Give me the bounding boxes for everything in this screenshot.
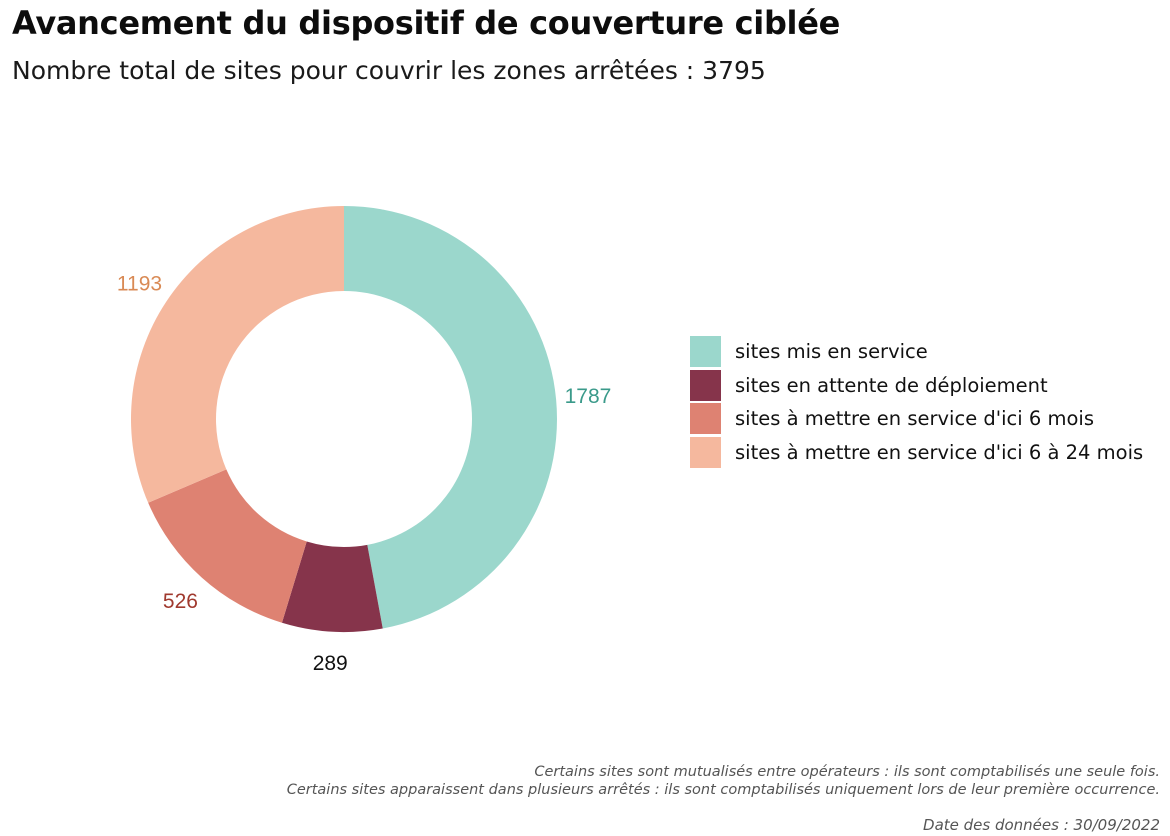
slice-value-label: 1787: [565, 385, 612, 408]
slice-value-label: 289: [313, 652, 348, 675]
legend-label: sites en attente de déploiement: [735, 373, 1048, 397]
legend-item: sites à mettre en service d'ici 6 à 24 m…: [690, 436, 1143, 470]
legend-swatch: [690, 369, 721, 401]
donut-slice-4: [130, 206, 344, 503]
legend-item: sites à mettre en service d'ici 6 mois: [690, 402, 1143, 436]
legend-label: sites à mettre en service d'ici 6 à 24 m…: [735, 441, 1144, 465]
footnote-first-occurrence: Certains sites apparaissent dans plusieu…: [286, 782, 1160, 798]
donut-slices: [130, 206, 558, 632]
chart-title: Avancement du dispositif de couverture c…: [12, 4, 841, 42]
legend-item: sites mis en service: [690, 335, 1143, 369]
slice-value-label: 1193: [117, 273, 162, 296]
legend-item: sites en attente de déploiement: [690, 369, 1143, 403]
donut-slice-3: [148, 469, 307, 623]
footnote-mutualised: Certains sites sont mutualisés entre opé…: [534, 764, 1160, 780]
legend-label: sites à mettre en service d'ici 6 mois: [735, 407, 1094, 431]
legend-swatch: [690, 336, 721, 368]
legend-swatch: [690, 437, 721, 469]
donut-slice-2: [281, 541, 383, 632]
legend-label: sites mis en service: [735, 340, 928, 364]
donut-slice-labels: 1787 289 526 1193: [117, 273, 611, 676]
slice-value-label: 526: [163, 590, 198, 613]
donut-slice-1: [344, 206, 558, 629]
chart-legend: sites mis en service sites en attente de …: [690, 335, 1143, 469]
data-date-note: Date des données : 30/09/2022: [923, 816, 1160, 834]
chart-subtitle: Nombre total de sites pour couvrir les z…: [12, 56, 766, 85]
legend-swatch: [690, 403, 721, 435]
